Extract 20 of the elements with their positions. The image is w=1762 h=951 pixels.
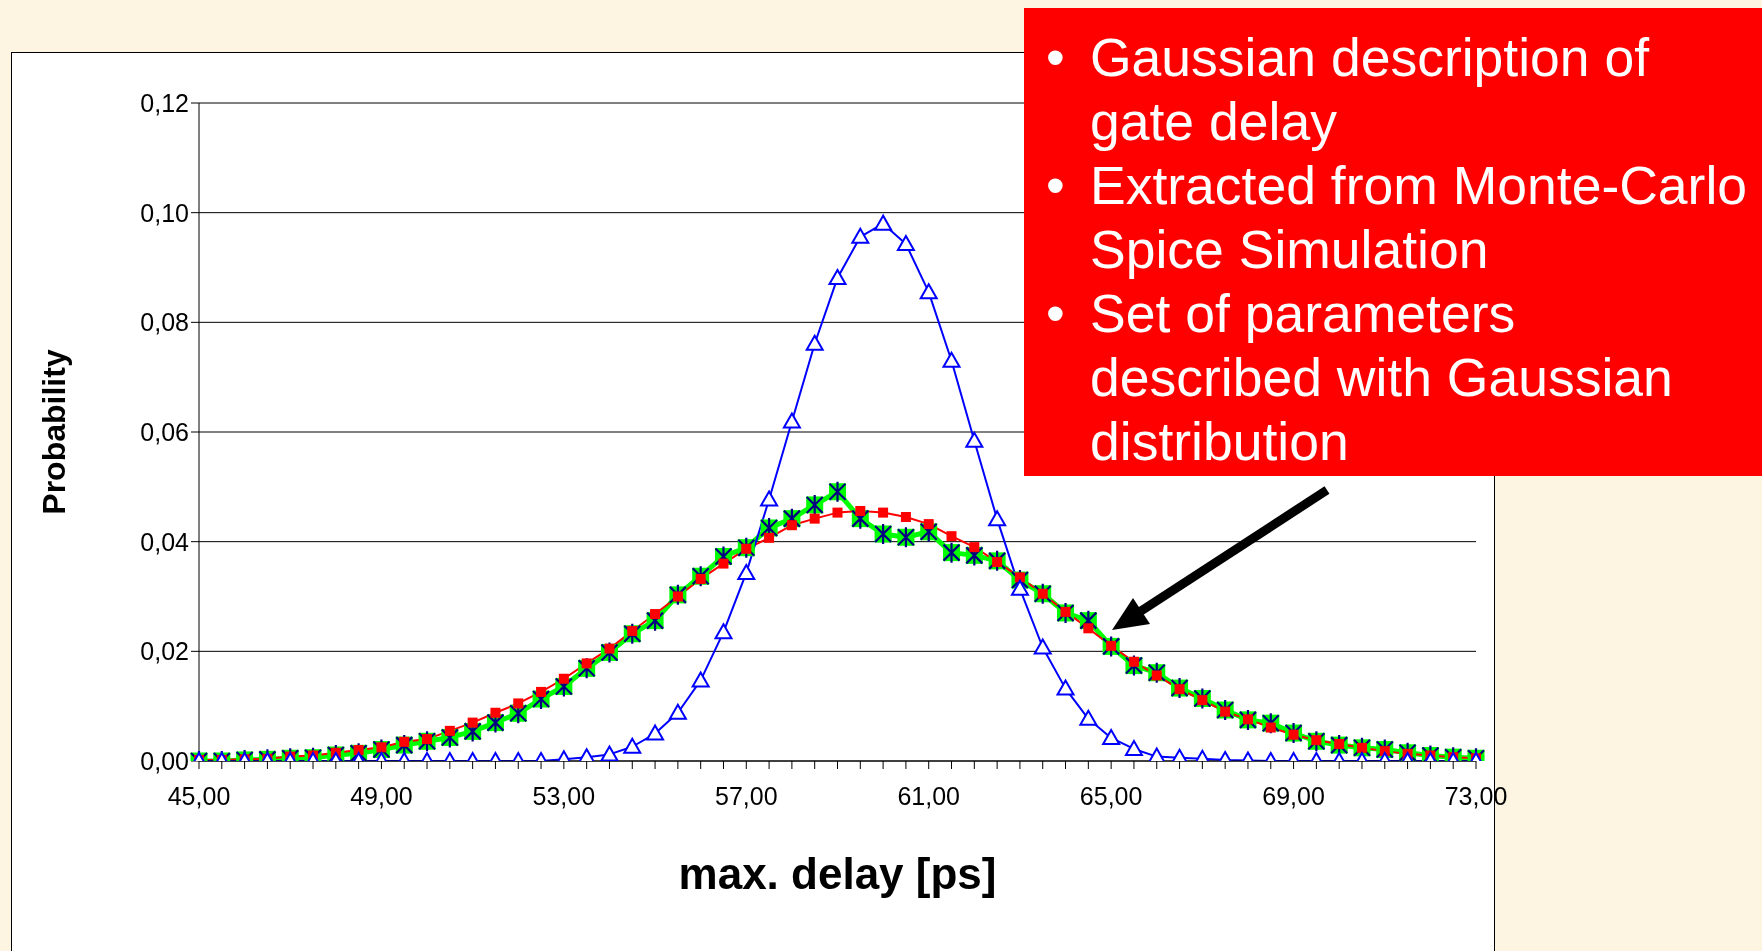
y-tick-label: 0,02 bbox=[140, 637, 189, 666]
annotation: • Gaussian description of gate delay bbox=[1046, 27, 1651, 153]
y-tick-label: 0,12 bbox=[140, 88, 189, 117]
x-tick-label: 65,00 bbox=[1079, 781, 1143, 810]
x-tick-label: 49,00 bbox=[350, 781, 413, 810]
x-tick-label: 53,00 bbox=[532, 781, 596, 810]
y-tick-label: 0,00 bbox=[140, 746, 189, 775]
callout-box: • Gaussian description of gate delay • Extracted from Monte-Carlo Spice Simulation • Set of parameters described with Gaussian distribution bbox=[1024, 8, 1762, 476]
y-axis-title: Probability bbox=[36, 349, 73, 515]
annotation: • Extracted from Monte-Carlo Spice Simulation bbox=[1046, 155, 1749, 281]
x-tick-label: 57,00 bbox=[715, 781, 778, 810]
y-tick-label: 0,10 bbox=[140, 198, 189, 227]
x-axis-title: max. delay [ps] bbox=[678, 849, 997, 898]
x-tick-label: 69,00 bbox=[1262, 781, 1325, 810]
y-tick-label: 0,04 bbox=[140, 527, 190, 556]
annotation: • Set of parameters described with Gaussian distribution bbox=[1046, 283, 1674, 473]
x-tick-label: 45,00 bbox=[167, 781, 231, 810]
y-tick-label: 0,06 bbox=[140, 417, 189, 446]
y-tick-label: 0,08 bbox=[140, 308, 189, 337]
x-tick-label: 61,00 bbox=[897, 781, 960, 810]
